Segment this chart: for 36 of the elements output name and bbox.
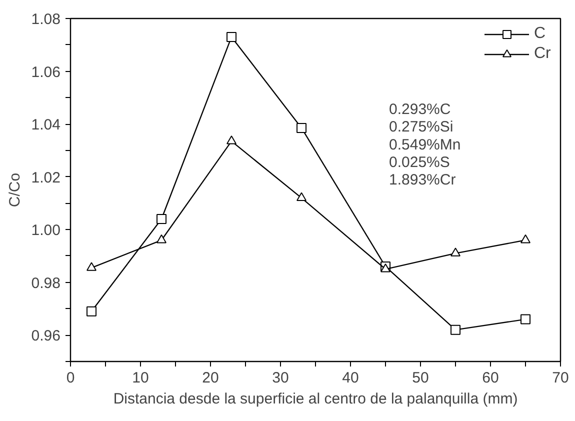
y-tick-label: 1.06 [31, 64, 61, 81]
annotation: 0.293%C [389, 101, 451, 118]
y-tick-label: 0.98 [31, 274, 61, 292]
point [296, 192, 306, 202]
y-tick-label: 1.04 [31, 116, 61, 134]
point [450, 324, 460, 335]
point [86, 262, 96, 271]
point [226, 32, 236, 42]
x-tick-label: 70 [552, 370, 569, 386]
point [156, 214, 166, 224]
x-tick-label: 60 [482, 370, 499, 386]
point [450, 248, 460, 256]
x-tick-label: 20 [202, 370, 219, 386]
point [86, 306, 96, 316]
annotation: 0.549%Mn [389, 136, 461, 154]
point [156, 234, 166, 244]
x-tick-label: 30 [272, 370, 289, 386]
x-tick-label: 40 [342, 370, 359, 386]
y-tick-label: 1.02 [31, 169, 61, 186]
point [520, 234, 530, 244]
annotation: 0.025%S [389, 154, 450, 172]
annotation: 0.275%Si [389, 118, 454, 136]
legend-label: C [534, 25, 547, 43]
y-tick-label: 1.08 [31, 11, 61, 28]
y-tick-label: 1.00 [31, 222, 61, 240]
annotation: 1.893%Cr [389, 172, 456, 189]
point [520, 314, 530, 324]
point [226, 135, 236, 144]
x-tick-label: 50 [412, 370, 429, 386]
y-tick-label: 0.96 [31, 328, 61, 345]
y-axis-title: C/Co [6, 172, 24, 208]
x-tick-label: 10 [132, 370, 149, 386]
x-axis-title: Distancia desde la superficie al centro de la palanquilla (mm) [113, 390, 518, 408]
legend-label: Cr [534, 45, 552, 63]
x-tick-label: 0 [66, 370, 75, 386]
point [296, 122, 306, 133]
